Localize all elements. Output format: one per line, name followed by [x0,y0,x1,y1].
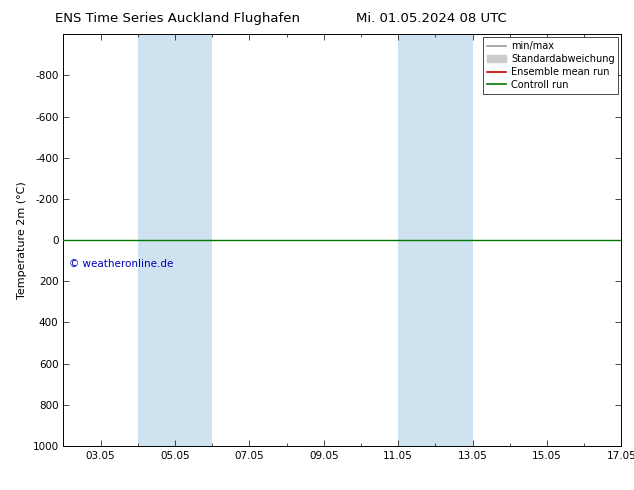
Bar [398,34,472,446]
Text: Mi. 01.05.2024 08 UTC: Mi. 01.05.2024 08 UTC [356,12,507,25]
Bar [138,34,212,446]
Text: ENS Time Series Auckland Flughafen: ENS Time Series Auckland Flughafen [55,12,300,25]
Legend: min/max, Standardabweichung, Ensemble mean run, Controll run: min/max, Standardabweichung, Ensemble me… [482,37,618,94]
Y-axis label: Temperature 2m (°C): Temperature 2m (°C) [17,181,27,299]
Text: © weatheronline.de: © weatheronline.de [69,259,173,269]
